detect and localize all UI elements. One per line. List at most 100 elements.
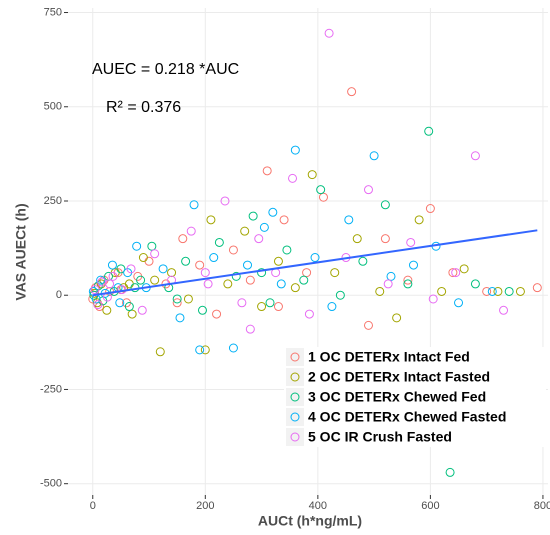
y-tick-label: 500 <box>44 101 62 113</box>
point <box>144 256 154 266</box>
point <box>257 268 267 278</box>
point <box>290 145 300 155</box>
point <box>499 305 509 315</box>
point <box>403 275 413 285</box>
point <box>228 245 238 255</box>
point <box>304 309 314 319</box>
point <box>327 302 337 312</box>
point <box>178 234 188 244</box>
point <box>414 215 424 225</box>
point <box>248 211 258 221</box>
legend-key <box>290 392 300 402</box>
point <box>124 279 134 289</box>
point <box>200 345 210 355</box>
point <box>532 283 542 293</box>
point <box>105 279 115 289</box>
point <box>228 343 238 353</box>
point <box>203 279 213 289</box>
point <box>493 286 503 296</box>
point <box>268 207 278 217</box>
point <box>279 215 289 225</box>
point <box>347 87 357 97</box>
point <box>504 286 514 296</box>
point <box>515 286 525 296</box>
point <box>93 300 103 310</box>
point <box>380 234 390 244</box>
point <box>116 264 126 274</box>
point <box>245 324 255 334</box>
y-tick-label: 250 <box>44 195 62 207</box>
legend-label: 3 OC DETERx Chewed Fed <box>308 389 486 405</box>
point <box>137 305 147 315</box>
equation: AUEC = 0.218 *AUC <box>92 61 239 78</box>
point <box>487 286 497 296</box>
point <box>375 286 385 296</box>
point <box>158 264 168 274</box>
point <box>240 226 250 236</box>
x-axis-label: AUCt (h*ng/mL) <box>258 513 362 529</box>
legend-label: 5 OC IR Crush Fasted <box>308 429 452 445</box>
point <box>392 313 402 323</box>
y-tick-label: -250 <box>40 383 62 395</box>
point <box>324 28 334 38</box>
point <box>132 241 142 251</box>
point <box>254 234 264 244</box>
point <box>136 275 146 285</box>
point <box>448 268 458 278</box>
point <box>262 166 272 176</box>
point <box>231 271 241 281</box>
point <box>259 222 269 232</box>
x-tick-label: 0 <box>90 500 96 512</box>
point <box>470 279 480 289</box>
point <box>124 302 134 312</box>
point <box>403 279 413 289</box>
point <box>276 279 286 289</box>
point <box>282 245 292 255</box>
point <box>107 260 117 270</box>
point <box>470 151 480 161</box>
legend-key-bg <box>286 368 304 386</box>
point <box>406 237 416 247</box>
legend-key-bg <box>286 388 304 406</box>
legend-label: 2 OC DETERx Intact Fasted <box>308 369 490 385</box>
point <box>445 467 455 477</box>
point <box>424 126 434 136</box>
point <box>257 302 267 312</box>
point <box>288 173 298 183</box>
legend-key <box>290 352 300 362</box>
x-tick-label: 800 <box>534 500 550 512</box>
point <box>344 215 354 225</box>
point <box>352 234 362 244</box>
point <box>167 268 177 278</box>
point <box>330 268 340 278</box>
legend-key-bg <box>286 408 304 426</box>
point <box>335 290 345 300</box>
point <box>108 271 118 281</box>
point <box>212 309 222 319</box>
point <box>363 185 373 195</box>
point <box>409 260 419 270</box>
point <box>186 226 196 236</box>
legend-key <box>290 412 300 422</box>
point <box>138 253 148 263</box>
point <box>369 151 379 161</box>
point <box>310 253 320 263</box>
point <box>437 286 447 296</box>
legend-key <box>290 432 300 442</box>
point <box>243 260 253 270</box>
point <box>197 305 207 315</box>
point <box>302 268 312 278</box>
point <box>181 256 191 266</box>
point <box>189 200 199 210</box>
x-tick-label: 400 <box>309 500 327 512</box>
point <box>150 249 160 259</box>
point <box>245 275 255 285</box>
point <box>454 298 464 308</box>
point <box>425 204 435 214</box>
point <box>307 170 317 180</box>
point <box>237 298 247 308</box>
point <box>175 313 185 323</box>
y-tick-label: -500 <box>40 478 62 490</box>
point <box>172 298 182 308</box>
